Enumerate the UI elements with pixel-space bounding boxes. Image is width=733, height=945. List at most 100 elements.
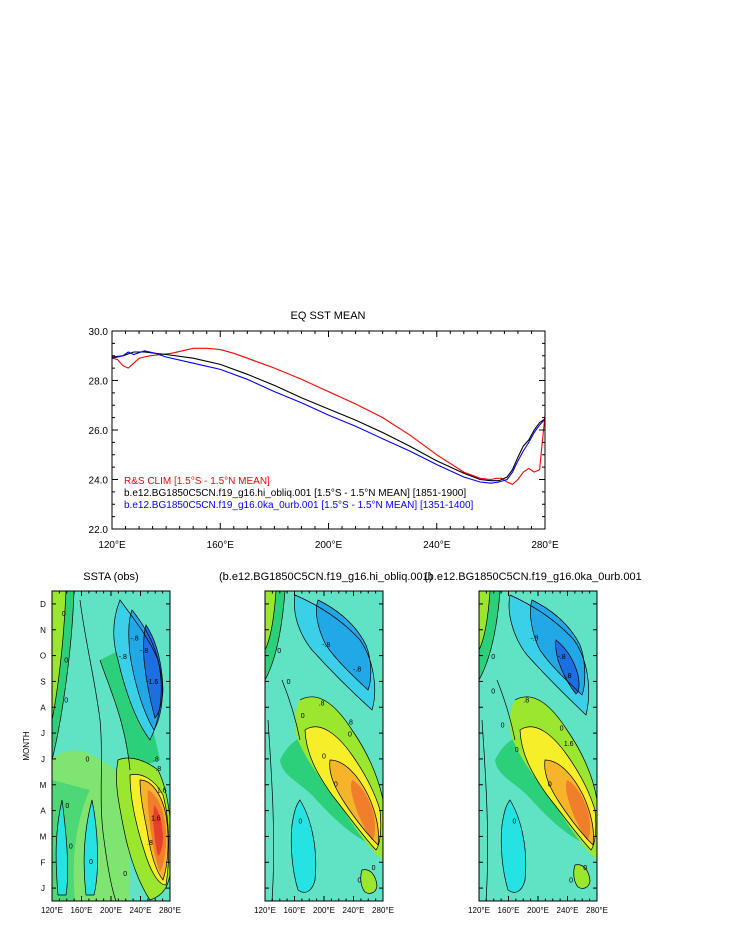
contour-label: .8: [155, 766, 161, 773]
contour-label: 0: [85, 757, 89, 764]
contour-label: 1.6: [151, 815, 161, 822]
legend-entry-0ka: b.e12.BG1850C5CN.f19_g16.0ka_0urb.001 [1…: [124, 500, 474, 511]
month-tick-label: O: [40, 652, 46, 661]
contour-label: -.8: [563, 673, 571, 680]
contour-label: 0: [583, 865, 587, 872]
contour-lines-hi-obliq: [265, 591, 383, 901]
contour-lines-obs: [52, 591, 170, 901]
contour-label: 0: [322, 753, 326, 760]
contour-label: -1.6: [146, 679, 158, 686]
contour-label: 0: [548, 781, 552, 788]
sst-mean-line-chart: EQ SST MEAN 120°E 160°E 200°E 240°E 280°E 22.…: [89, 310, 559, 551]
panel-x-tick-label: 240°E: [130, 906, 152, 915]
panel-x-tick-label: 200°E: [313, 906, 335, 915]
month-tick-label: M: [40, 832, 47, 841]
y-tick-label: 30.0: [89, 327, 109, 338]
contour-fill-obs: [52, 591, 170, 901]
panel-x-tick-label: 280°E: [159, 906, 181, 915]
ssta-panel-hi-obliq: (b.e12.BG1850C5CN.f19_g16.hi_obliq.001): [219, 571, 432, 915]
contour-label: 0: [491, 654, 495, 661]
month-tick-label: N: [40, 626, 46, 635]
contour-label: -.8: [140, 648, 148, 655]
panel-x-tick-label: 200°E: [100, 906, 122, 915]
contour-label: 0: [69, 843, 73, 850]
month-tick-label: J: [41, 729, 45, 738]
x-tick-label: 200°E: [315, 540, 343, 551]
x-tick-label: 120°E: [98, 540, 126, 551]
contour-label: 0: [301, 713, 305, 720]
line-series-group: [112, 347, 545, 486]
contour-label: 0: [62, 611, 66, 618]
panel-x-tick-label: 160°E: [284, 906, 306, 915]
contour-label: 0: [64, 698, 68, 705]
contour-label: .8: [153, 757, 159, 764]
contour-label: .8: [347, 719, 353, 726]
contour-label: 0: [123, 871, 127, 878]
contour-label: 0: [64, 657, 68, 664]
contour-label: 0: [357, 877, 361, 884]
contour-label: 1.6: [157, 788, 167, 795]
line-chart-title: EQ SST MEAN: [291, 310, 366, 322]
contour-label: 0: [560, 726, 564, 733]
contour-label: .8: [523, 698, 529, 705]
contour-label: 0: [491, 688, 495, 695]
ssta-panel-0ka: (b.e12.BG1850C5CN.f19_g16.0ka_0urb.001: [424, 571, 642, 915]
contour-label: -.8: [322, 642, 330, 649]
line-chart-axes: 120°E 160°E 200°E 240°E 280°E 22.0 24.0 26.0 28.…: [89, 327, 559, 551]
month-tick-label: F: [41, 858, 46, 867]
contour-label: 0: [372, 865, 376, 872]
contour-label: -.8: [558, 654, 566, 661]
contour-labels-hi-obliq: 0 0 0 0 0 0 0 0 -.8 -.8 .8 .8 0: [277, 642, 375, 885]
line-series-0: [112, 347, 545, 486]
panel-x-tick-label: 120°E: [468, 906, 490, 915]
y-tick-label: 26.0: [89, 426, 109, 437]
panel-x-tick-label: 120°E: [41, 906, 63, 915]
y-tick-label: 28.0: [89, 377, 109, 388]
panel-x-tick-label: 120°E: [254, 906, 276, 915]
panel-x-tick-label: 160°E: [71, 906, 93, 915]
month-tick-label: S: [40, 677, 45, 686]
legend-entry-rs-clim: R&S CLIM [1.5°S - 1.5°N MEAN]: [124, 476, 270, 487]
contour-label: .8: [147, 840, 153, 847]
panel-axes-0ka: 120°E 160°E 200°E 240°E 280°E: [468, 591, 608, 915]
panel-axes-obs: 120°E 160°E 200°E 240°E 280°E J F M A M J J A S O N D: [40, 591, 181, 915]
contour-label: 0: [334, 781, 338, 788]
month-axis-label: MONTH: [22, 731, 31, 761]
month-tick-label: D: [40, 600, 46, 609]
contour-label: 0: [287, 679, 291, 686]
line-series-1: [112, 351, 545, 482]
panel-x-tick-label: 280°E: [372, 906, 394, 915]
panel-x-tick-label: 200°E: [527, 906, 549, 915]
y-tick-label: 24.0: [89, 476, 109, 487]
legend-entry-hi-obliq: b.e12.BG1850C5CN.f19_g16.hi_obliq.001 [1…: [124, 488, 466, 499]
panel-x-tick-label: 240°E: [557, 906, 579, 915]
panel-title-0ka: (b.e12.BG1850C5CN.f19_g16.0ka_0urb.001: [424, 571, 642, 583]
y-tick-label: 22.0: [89, 525, 109, 536]
contour-label: 0: [515, 747, 519, 754]
contour-lines-0ka: [479, 591, 597, 901]
contour-labels-0ka: 0 0 0 0 0 0 0 0 -.8 -.8 -.8 .8 1.6 0: [491, 636, 587, 885]
contour-label: -.8: [353, 667, 361, 674]
contour-label: .8: [319, 701, 325, 708]
contour-label: -.8: [131, 636, 139, 643]
month-tick-label: A: [40, 807, 46, 816]
contour-label: 0: [298, 819, 302, 826]
contour-label: 0: [569, 877, 573, 884]
contour-label: 0: [348, 732, 352, 739]
contour-label: 0: [89, 859, 93, 866]
line-series-2: [112, 350, 545, 484]
contour-fill-hi-obliq: [265, 591, 383, 901]
contour-label: 1.6: [564, 741, 574, 748]
month-tick-label: J: [41, 884, 45, 893]
contour-label: 0: [277, 648, 281, 655]
panel-title-hi-obliq: (b.e12.BG1850C5CN.f19_g16.hi_obliq.001): [219, 571, 432, 583]
month-tick-label: M: [40, 781, 47, 790]
contour-label: -.8: [530, 636, 538, 643]
panel-x-tick-label: 240°E: [343, 906, 365, 915]
contour-label: 0: [512, 819, 516, 826]
x-tick-label: 240°E: [423, 540, 451, 551]
contour-label: 0: [65, 803, 69, 810]
panel-title-obs: SSTA (obs): [83, 571, 138, 583]
